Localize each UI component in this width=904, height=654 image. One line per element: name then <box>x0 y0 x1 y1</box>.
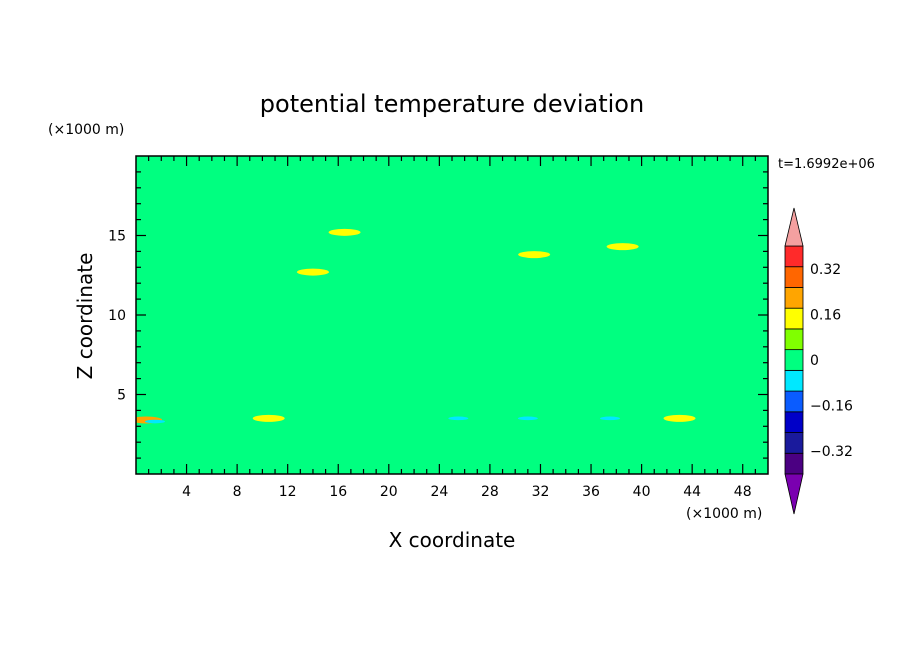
contour-blob <box>720 407 741 464</box>
cool-anomaly <box>448 416 469 421</box>
x-tick-label: 16 <box>329 484 347 500</box>
x-tick-label: 12 <box>279 484 297 500</box>
colorbar-swatch <box>784 349 804 371</box>
contour-blob <box>397 436 424 473</box>
colorbar-swatch <box>784 307 804 330</box>
colorbar-swatch <box>784 452 804 475</box>
colorbar-swatch <box>784 411 804 433</box>
x-tick-label: 8 <box>233 484 242 500</box>
y-tick-label: 10 <box>108 308 126 324</box>
contour-blob <box>216 436 255 473</box>
contour-blob <box>307 436 340 473</box>
warm-anomaly <box>518 251 551 259</box>
contour-blob <box>603 422 624 469</box>
x-tick-label: 28 <box>481 484 499 500</box>
plot-area <box>136 156 768 474</box>
contour-blob <box>190 407 223 464</box>
warm-anomaly <box>606 243 639 251</box>
x-tick-label: 48 <box>734 484 752 500</box>
colorbar-swatch <box>784 287 804 309</box>
x-tick-label: 44 <box>683 484 701 500</box>
time-label: t=1.6992e+06 <box>778 157 875 172</box>
x-axis-label: X coordinate <box>389 528 516 552</box>
x-tick-label: 24 <box>430 484 448 500</box>
contour-blob <box>539 407 572 464</box>
y-tick-label: 5 <box>117 388 126 404</box>
colorbar-swatch <box>784 266 804 288</box>
colorbar-swatch <box>784 369 804 392</box>
contour-blob <box>449 407 488 464</box>
contour-blob <box>682 422 721 469</box>
colorbar: 0.32 0.16 0 −0.16 −0.32 <box>784 207 853 515</box>
x-tick-label: 32 <box>532 484 550 500</box>
x-tick-label: 40 <box>633 484 651 500</box>
contour-blob <box>281 407 307 464</box>
contour-blob <box>254 422 275 469</box>
chart-title: potential temperature deviation <box>260 90 644 118</box>
colorbar-tick-label: 0 <box>810 353 819 369</box>
contour-blob <box>746 436 768 473</box>
colorbar-swatch <box>784 245 804 268</box>
x-tick-label: 36 <box>582 484 600 500</box>
colorbar-tick-label: −0.16 <box>810 399 853 415</box>
contour-blob <box>164 422 191 469</box>
colorbar-tick-label: 0.32 <box>810 262 841 278</box>
colorbar-over-arrow <box>784 207 804 247</box>
contour-blob <box>333 422 372 469</box>
contour-blob <box>629 407 656 464</box>
warm-anomaly <box>663 414 696 422</box>
contour-band <box>136 266 768 305</box>
warm-anomaly <box>328 228 361 236</box>
x-axis-ticks: 4 8 12 16 20 24 28 32 36 40 44 48 <box>148 156 756 500</box>
contour-band <box>136 219 768 247</box>
contour-blob <box>565 436 604 473</box>
contour-blob <box>138 436 159 473</box>
plot-frame <box>135 155 769 475</box>
warm-anomaly <box>296 268 329 276</box>
contour-band <box>136 337 768 363</box>
y-tick-label: 15 <box>108 229 126 245</box>
colorbar-tick-label: −0.32 <box>810 444 853 460</box>
contour-band <box>136 192 768 223</box>
y-axis-label: Z coordinate <box>73 253 97 380</box>
contour-band <box>136 241 768 275</box>
y-axis-ticks: 5 10 15 <box>108 171 768 459</box>
colorbar-under-arrow <box>784 473 804 515</box>
contour-blob <box>513 422 540 469</box>
x-unit-label: (×1000 m) <box>686 506 762 522</box>
cool-anomaly <box>144 419 165 424</box>
contour-band <box>136 305 768 336</box>
colorbar-tick-label: 0.16 <box>810 307 841 323</box>
colorbar-swatch <box>784 390 804 413</box>
y-unit-label: (×1000 m) <box>48 122 124 138</box>
colorbar-swatch <box>784 328 804 351</box>
contour-blob <box>487 436 508 473</box>
contour-blob <box>655 436 688 473</box>
contour-band <box>136 156 768 185</box>
cool-anomaly <box>600 416 620 421</box>
cool-anomaly <box>517 416 538 421</box>
warm-anomaly <box>252 414 285 422</box>
x-tick-label: 20 <box>380 484 398 500</box>
contour-blob <box>423 422 456 469</box>
x-tick-label: 4 <box>182 484 191 500</box>
contour-blob <box>371 407 392 464</box>
colorbar-swatch <box>784 432 804 454</box>
contour-band <box>136 362 768 398</box>
